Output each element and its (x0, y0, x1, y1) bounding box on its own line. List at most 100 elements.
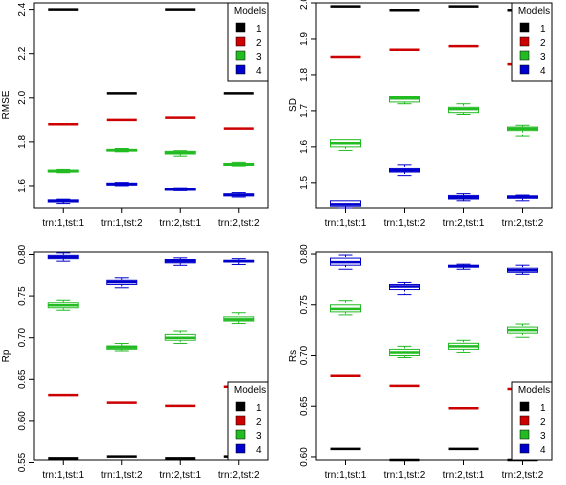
legend: Models 1 2 3 4 (227, 2, 269, 82)
legend-label-1: 1 (540, 403, 546, 414)
legend-label-3: 3 (256, 52, 262, 63)
x-tick-label: trn:1,tst:1 (42, 470, 84, 481)
legend-swatch-1 (519, 401, 530, 412)
box-model-3 (330, 300, 361, 316)
x-tick-label: trn:1,tst:2 (384, 218, 426, 229)
legend-label-1: 1 (256, 403, 262, 414)
plot-frame (315, 2, 553, 209)
plot-frame (33, 251, 269, 461)
legend-swatch-2 (235, 415, 246, 426)
legend-title: Models (234, 6, 266, 17)
x-tick-label: trn:1,tst:1 (325, 218, 367, 229)
box-model-4 (448, 263, 479, 270)
y-tick-label: 1.8 (17, 134, 28, 148)
box-model-4 (47, 198, 79, 205)
box-model-3 (389, 96, 420, 105)
legend-swatch-1 (235, 22, 246, 33)
y-tick-label: 2.2 (17, 46, 28, 60)
box-model-4 (223, 258, 255, 265)
box-model-3 (223, 161, 255, 167)
x-tick-label: trn:2,tst:2 (218, 470, 260, 481)
box-model-3 (223, 312, 255, 325)
box-model-3 (507, 323, 538, 338)
y-axis-label: Rp (1, 349, 12, 362)
box-model-4 (47, 252, 79, 262)
legend-label-4: 4 (256, 445, 262, 456)
legend-title: Models (234, 385, 266, 396)
x-tick-label: trn:1,tst:2 (101, 470, 143, 481)
y-tick-label: 0.60 (17, 411, 28, 431)
legend-label-4: 4 (256, 66, 262, 77)
legend-label-2: 2 (256, 38, 262, 49)
legend-swatch-4 (235, 64, 246, 75)
y-tick-label: 1.8 (299, 68, 310, 82)
plot-frame (33, 2, 269, 209)
legend-box (511, 2, 553, 82)
box-model-3 (106, 147, 138, 153)
panel-rp: 0.55 0.60 0.65 0.70 0.75 0.80 Rp trn:1,tst:1 trn… (1, 244, 269, 481)
legend-label-2: 2 (540, 417, 546, 428)
box-model-4 (330, 200, 361, 209)
y-tick-label: 0.75 (17, 286, 28, 306)
box-model-4 (507, 194, 538, 202)
legend-swatch-4 (519, 64, 530, 75)
box-model-3 (448, 339, 479, 353)
box-model-4 (389, 164, 420, 177)
legend-label-1: 1 (540, 24, 546, 35)
legend-swatch-4 (235, 443, 246, 454)
x-tick-label: trn:2,tst:2 (502, 218, 544, 229)
legend-label-2: 2 (540, 38, 546, 49)
y-tick-label: 1.6 (299, 139, 310, 153)
y-tick-label: 0.55 (17, 452, 28, 472)
y-tick-label: 0.60 (299, 447, 310, 467)
x-tick-label: trn:2,tst:2 (218, 218, 260, 229)
legend-swatch-3 (519, 50, 530, 61)
plot-frame (315, 251, 553, 461)
y-tick-label: 1.9 (299, 32, 310, 46)
legend-label-3: 3 (540, 431, 546, 442)
y-axis-label: Rs (288, 350, 299, 362)
y-axis-label: RMSE (1, 90, 12, 119)
box-model-3 (389, 345, 420, 359)
y-tick-label: 0.65 (299, 396, 310, 416)
box-model-4 (106, 182, 138, 187)
x-tick-label: trn:2,tst:2 (502, 470, 544, 481)
x-tick-label: trn:1,tst:1 (42, 218, 84, 229)
box-model-3 (330, 139, 361, 151)
legend-swatch-2 (235, 36, 246, 47)
legend-swatch-1 (235, 401, 246, 412)
y-tick-label: 1.6 (17, 179, 28, 193)
legend: Models 1 2 3 4 (511, 381, 553, 461)
y-tick-label: 0.80 (17, 244, 28, 264)
legend-swatch-3 (519, 429, 530, 440)
x-tick-label: trn:1,tst:2 (101, 218, 143, 229)
panel-rmse: 1.6 1.8 2.0 2.2 2.4 RMSE trn:1,tst:1 trn:1,tst:… (1, 2, 269, 229)
box-model-4 (389, 281, 420, 296)
legend-label-4: 4 (540, 445, 546, 456)
panel-sd: 1.5 1.6 1.7 1.8 1.9 2.0 SD trn:1,tst:1 trn:1,tst… (288, 0, 553, 229)
legend-swatch-1 (519, 22, 530, 33)
legend-label-4: 4 (540, 66, 546, 77)
box-model-4 (223, 192, 255, 198)
legend-swatch-2 (519, 36, 530, 47)
y-axis-label: SD (288, 98, 299, 112)
y-tick-label: 1.5 (299, 175, 310, 189)
box-model-3 (164, 330, 196, 345)
legend-swatch-4 (519, 443, 530, 454)
y-tick-label: 2.0 (299, 0, 310, 10)
legend-swatch-3 (235, 429, 246, 440)
panel-rs: 0.60 0.65 0.70 0.75 0.80 Rs trn:1,tst:1 trn:1,t… (288, 244, 553, 481)
legend: Models 1 2 3 4 (227, 381, 269, 461)
legend: Models 1 2 3 4 (511, 2, 553, 82)
legend-label-2: 2 (256, 417, 262, 428)
y-tick-label: 0.70 (17, 328, 28, 348)
box-model-4 (448, 193, 479, 202)
box-model-3 (47, 299, 79, 311)
box-model-3 (106, 343, 138, 352)
legend-label-3: 3 (540, 52, 546, 63)
x-tick-label: trn:1,tst:2 (384, 470, 426, 481)
box-model-4 (164, 257, 196, 266)
x-tick-label: trn:1,tst:1 (325, 470, 367, 481)
box-model-4 (507, 264, 538, 275)
legend-box (511, 381, 553, 461)
